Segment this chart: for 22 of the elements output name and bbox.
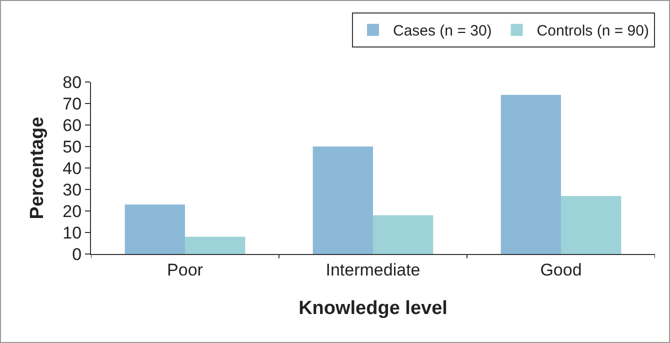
legend-label: Cases (n = 30) [393,22,492,40]
bar [185,236,246,254]
bar [124,204,185,254]
x-tick-label: Good [540,260,582,280]
y-tick-label: 10 [62,223,82,242]
x-tick-label: Intermediate [326,260,420,280]
legend-label: Controls (n = 90) [536,22,649,40]
bar [500,94,561,254]
bar [373,215,434,254]
x-axis-title: Knowledge level [298,298,448,320]
y-tick-label: 0 [72,244,82,264]
y-tick-label: 50 [62,137,82,156]
y-tick-label: 60 [62,116,82,135]
y-tick-label: 40 [62,158,82,178]
x-tick-label: Poor [167,260,204,280]
y-tick-label: 20 [62,202,82,221]
y-tick-label: 70 [62,94,82,114]
bar [561,196,622,254]
bar [312,146,373,254]
y-tick-label: 30 [62,180,82,200]
y-axis-title: Percentage [27,116,48,220]
y-tick-label: 80 [62,72,82,92]
